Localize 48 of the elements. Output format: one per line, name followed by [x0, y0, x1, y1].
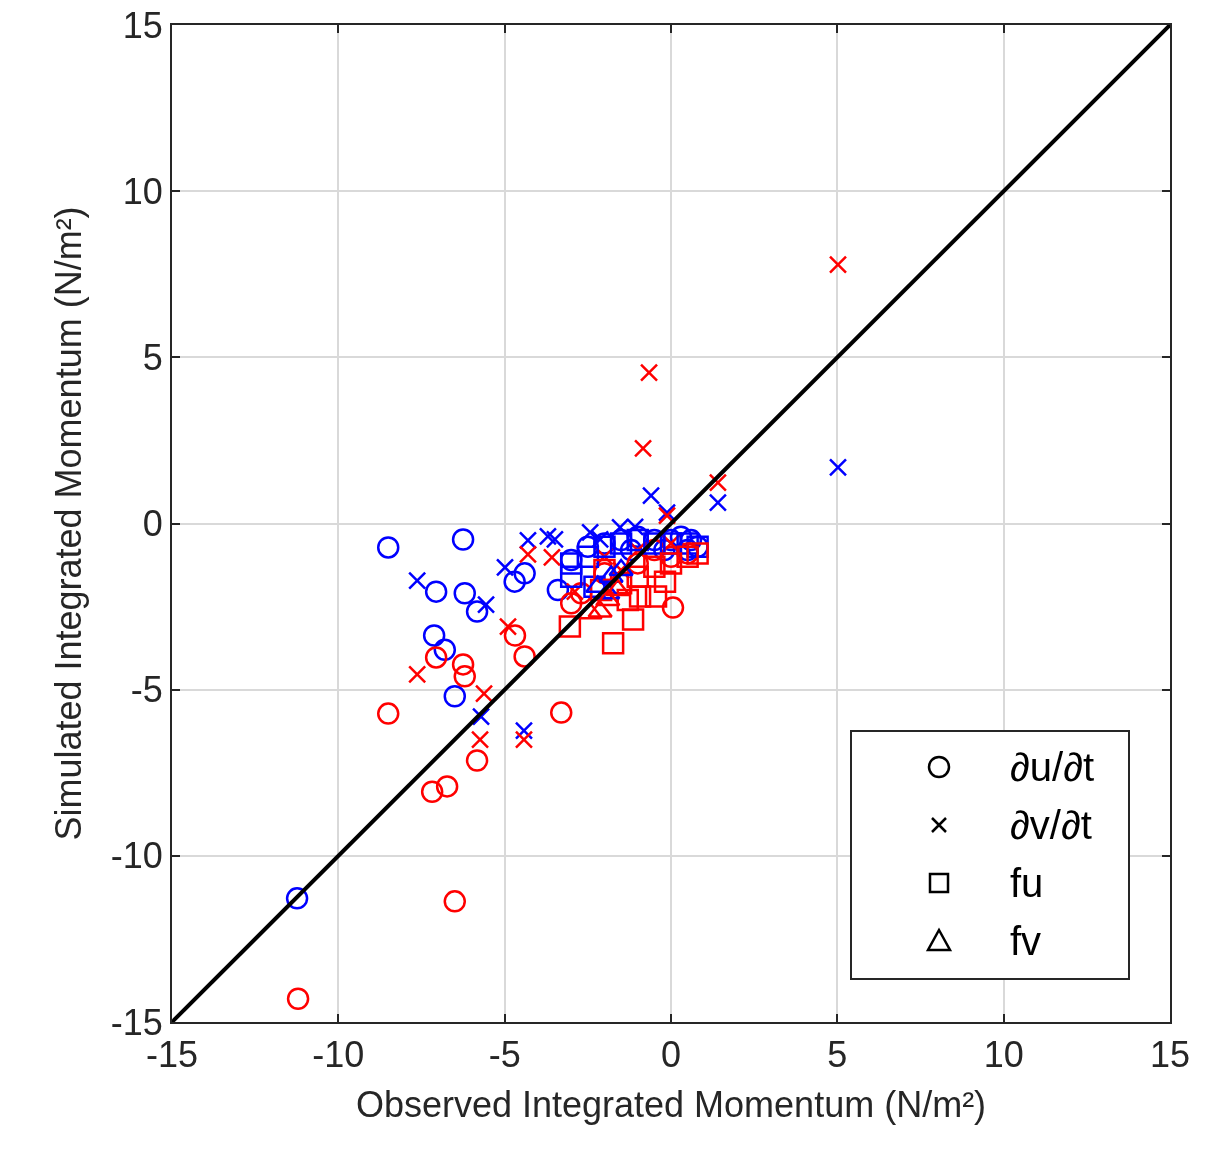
point	[590, 530, 610, 549]
annotation: ∂u/∂t	[1010, 744, 1095, 790]
y-tick-label: -10	[110, 835, 163, 877]
annotation: ∂v/∂t	[1010, 802, 1092, 848]
point	[451, 528, 475, 551]
y-axis-title: Simulated Integrated Momentum (N/m²)	[48, 206, 90, 841]
point	[424, 580, 448, 603]
point	[422, 624, 446, 647]
point	[465, 600, 489, 623]
point	[659, 552, 683, 575]
point	[495, 558, 515, 577]
x-tick-label: -10	[312, 1034, 365, 1076]
x-tick-label: -5	[488, 1034, 521, 1076]
x-tick-label: 15	[1149, 1034, 1191, 1076]
annotation: fu	[1010, 860, 1044, 906]
point	[538, 527, 558, 546]
x-tick-label: 10	[983, 1034, 1024, 1076]
point	[376, 536, 400, 559]
point	[641, 486, 661, 505]
annotation: fv	[1010, 918, 1042, 964]
point	[653, 570, 677, 593]
x-tick-label: 0	[660, 1034, 682, 1076]
point	[443, 685, 467, 708]
x-axis-title: Observed Integrated Momentum (N/m²)	[355, 1084, 987, 1126]
point	[616, 588, 639, 612]
point	[643, 555, 666, 578]
y-tick-label: 15	[122, 4, 163, 46]
x-tick-label: 5	[827, 1034, 848, 1076]
point	[503, 570, 526, 593]
point	[686, 542, 709, 565]
point	[621, 608, 645, 631]
y-tick-label: 5	[142, 336, 163, 378]
point	[708, 493, 728, 512]
y-tick-label: -15	[110, 1001, 163, 1043]
point	[628, 585, 652, 608]
point	[476, 595, 496, 614]
point	[828, 458, 848, 477]
point	[545, 530, 565, 549]
point	[453, 582, 476, 605]
point	[644, 585, 668, 608]
y-tick-label: 10	[122, 170, 163, 212]
point	[601, 631, 625, 655]
y-tick-label: 0	[142, 503, 163, 545]
point	[580, 523, 600, 542]
y-tick-label: -5	[130, 669, 163, 711]
point	[513, 562, 536, 585]
point	[576, 535, 600, 558]
point	[407, 571, 427, 590]
